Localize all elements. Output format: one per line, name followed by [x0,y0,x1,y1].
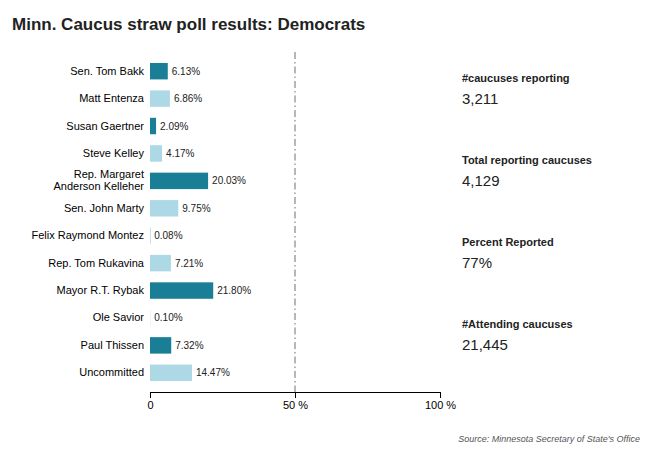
chart-container: Minn. Caucus straw poll results: Democra… [0,0,650,450]
data-label: 7.32% [175,340,203,351]
x-tick: 100 % [425,392,456,411]
y-tick-label: Steve Kelley [83,147,145,159]
bar [150,365,192,381]
x-tick-label: 50 % [283,399,308,411]
stat-value: 4,129 [462,172,500,189]
plot-marks [150,52,295,392]
y-axis: Sen. Tom Bakk Matt Entenza Susan Gaertner S… [32,65,151,379]
data-labels: 6.13% 6.86% 2.09% 4.17% 20.03% 9.75% 0.08% 7.21… [154,66,251,379]
y-tick-label-line: Rep. Margaret [74,168,144,180]
x-tick-mark [295,392,296,398]
y-tick-label: Ole Savior [93,311,145,323]
y-tick-label-line: Steve Kelley [83,147,145,159]
chart-svg: Minn. Caucus straw poll results: Democra… [0,0,650,450]
stat-value: 77% [462,254,492,271]
data-label: 21.80% [217,285,251,296]
y-tick: Sen. John Marty [64,202,150,214]
title: Minn. Caucus straw poll results: Democra… [12,15,365,34]
y-tick: Paul Thissen [81,339,150,351]
bar [150,90,170,106]
bar [150,173,208,189]
y-tick-label-line: Sen. John Marty [64,202,145,214]
y-tick: Felix Raymond Montez [32,229,151,241]
bar [150,310,151,326]
stat-title: #Attending caucuses [462,318,573,330]
x-axis: 0 50 % 100 % [147,392,456,411]
y-tick-label-line: Anderson Kelleher [53,180,144,192]
x-tick: 0 [147,392,153,411]
y-tick: Matt Entenza [79,92,150,104]
data-label: 2.09% [160,121,188,132]
y-tick-label: Rep. Tom Rukavina [48,257,145,269]
stat-value: 21,445 [462,336,508,353]
y-tick: Mayor R.T. Rybak [57,284,150,296]
y-tick-label-line: Mayor R.T. Rybak [57,284,145,296]
x-tick-mark [440,392,441,398]
stat-title: #caucuses reporting [462,72,570,84]
y-tick: Rep. MargaretAnderson Kelleher [53,168,150,192]
bar [150,337,171,353]
x-axis-line [151,393,441,399]
bar [150,145,162,161]
y-tick-label-line: Felix Raymond Montez [32,229,145,241]
y-tick-label: Matt Entenza [79,92,145,104]
y-tick-label: Mayor R.T. Rybak [57,284,145,296]
data-label: 6.13% [172,66,200,77]
y-tick: Ole Savior [93,311,150,323]
y-tick-label-line: Ole Savior [93,311,145,323]
bar [150,227,151,243]
y-tick-label: Uncommitted [79,366,144,378]
y-tick: Sen. Tom Bakk [70,65,150,77]
stats: #caucuses reporting 3,211 Total reporting … [462,72,592,353]
y-tick-label-line: Matt Entenza [79,92,145,104]
y-tick-label-line: Sen. Tom Bakk [70,65,144,77]
reference-line [294,52,295,392]
y-tick-label: Susan Gaertner [66,120,144,132]
y-tick-label-line: Rep. Tom Rukavina [48,257,145,269]
y-tick-label: Sen. John Marty [64,202,145,214]
bar [150,282,213,298]
bar [150,255,171,271]
data-label: 6.86% [174,93,202,104]
y-tick-label: Paul Thissen [81,339,144,351]
data-label: 9.75% [182,203,210,214]
data-label: 0.08% [154,230,182,241]
data-label: 14.47% [196,367,230,378]
y-tick-label-line: Uncommitted [79,366,144,378]
x-tick-label: 100 % [425,399,456,411]
x-tick-label: 0 [147,399,153,411]
bar [150,118,156,134]
x-tick-mark [150,392,151,398]
bar [150,200,178,216]
bar [150,63,168,79]
data-label: 4.17% [166,148,194,159]
data-label: 7.21% [175,258,203,269]
stat-value: 3,211 [462,90,498,107]
y-tick-label: Sen. Tom Bakk [70,65,144,77]
y-tick: Uncommitted [79,366,150,378]
data-label: 20.03% [212,175,246,186]
x-tick: 50 % [283,392,308,411]
data-label: 0.10% [154,312,182,323]
y-tick-label: Rep. MargaretAnderson Kelleher [53,168,144,192]
y-tick: Rep. Tom Rukavina [48,257,150,269]
source: Source: Minnesota Secretary of State's O… [458,434,640,444]
y-tick: Steve Kelley [83,147,150,159]
y-tick-label-line: Susan Gaertner [66,120,144,132]
y-tick-label-line: Paul Thissen [81,339,144,351]
stat-title: Total reporting caucuses [462,154,592,166]
y-tick-label: Felix Raymond Montez [32,229,145,241]
stat-title: Percent Reported [462,236,554,248]
y-tick: Susan Gaertner [66,120,150,132]
